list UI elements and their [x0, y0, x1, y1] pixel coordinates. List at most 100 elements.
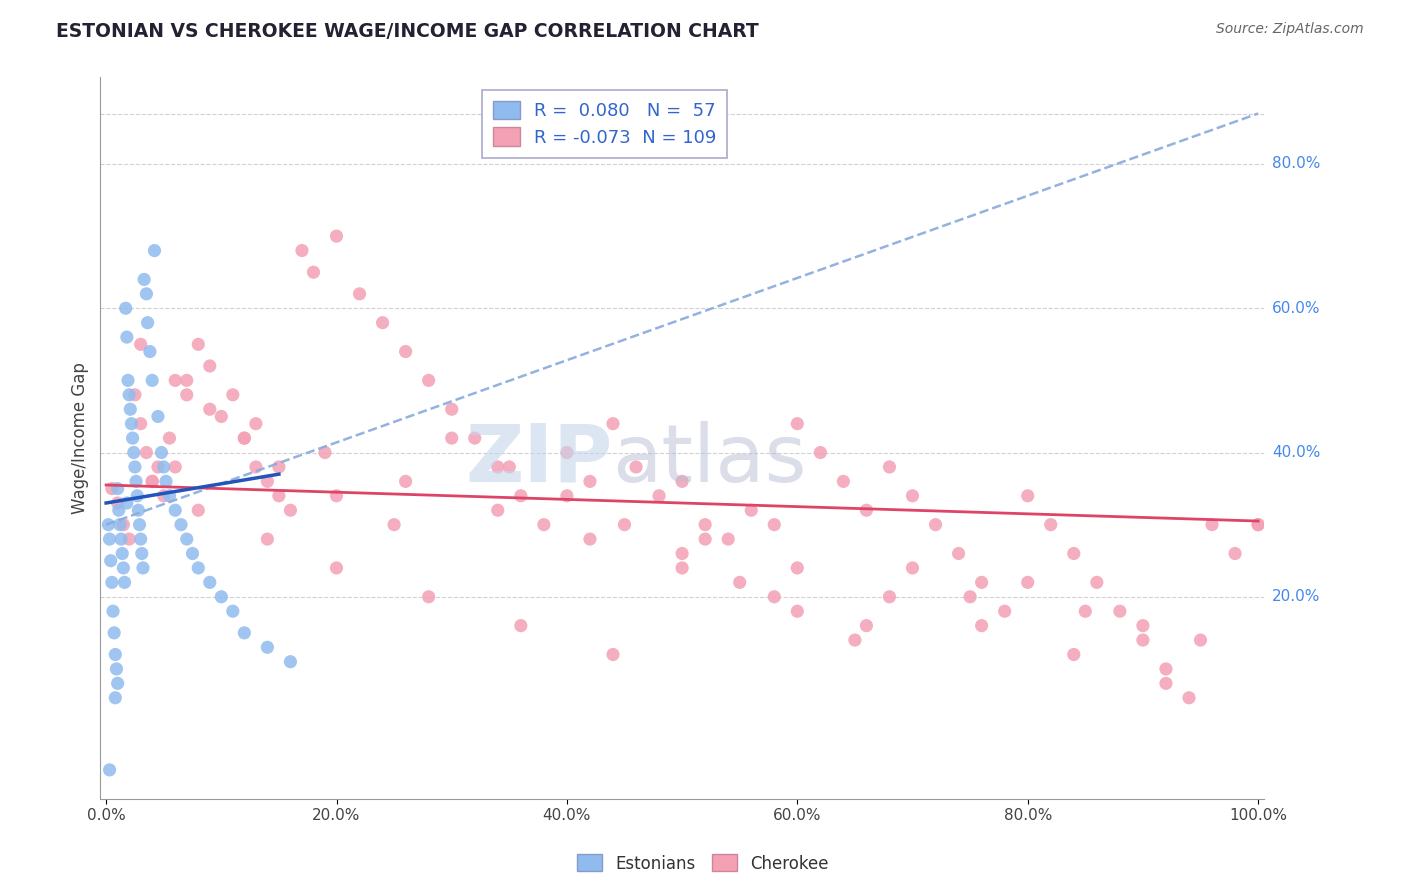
- Point: [280, 655, 302, 669]
- Point: [855, 618, 877, 632]
- Point: [127, 503, 149, 517]
- Point: [110, 532, 132, 546]
- Point: [648, 489, 671, 503]
- Point: [134, 272, 156, 286]
- Point: [118, 532, 141, 546]
- Point: [127, 489, 149, 503]
- Point: [267, 459, 290, 474]
- Point: [509, 489, 531, 503]
- Point: [135, 445, 157, 459]
- Point: [122, 445, 145, 459]
- Point: [111, 547, 134, 561]
- Point: [325, 561, 347, 575]
- Point: [256, 640, 278, 655]
- Point: [176, 388, 198, 402]
- Point: [555, 489, 578, 503]
- Point: [879, 590, 901, 604]
- Point: [100, 554, 122, 568]
- Point: [901, 561, 924, 575]
- Point: [198, 575, 221, 590]
- Point: [120, 402, 142, 417]
- Point: [141, 373, 163, 387]
- Point: [187, 503, 209, 517]
- Point: [1223, 547, 1246, 561]
- Point: [602, 417, 624, 431]
- Point: [146, 459, 169, 474]
- Point: [108, 517, 131, 532]
- Point: [371, 316, 394, 330]
- Point: [763, 517, 786, 532]
- Point: [98, 763, 121, 777]
- Point: [114, 301, 136, 316]
- Point: [844, 633, 866, 648]
- Point: [959, 590, 981, 604]
- Point: [176, 532, 198, 546]
- Point: [579, 475, 602, 489]
- Point: [139, 344, 162, 359]
- Point: [486, 459, 509, 474]
- Point: [124, 388, 146, 402]
- Point: [1247, 517, 1270, 532]
- Point: [786, 417, 808, 431]
- Point: [1132, 618, 1154, 632]
- Text: ZIP: ZIP: [465, 421, 612, 499]
- Point: [394, 344, 416, 359]
- Point: [129, 417, 152, 431]
- Point: [245, 459, 267, 474]
- Point: [786, 561, 808, 575]
- Point: [555, 445, 578, 459]
- Point: [786, 604, 808, 618]
- Point: [143, 244, 166, 258]
- Point: [97, 517, 120, 532]
- Point: [879, 459, 901, 474]
- Point: [103, 625, 125, 640]
- Point: [671, 475, 693, 489]
- Point: [394, 475, 416, 489]
- Point: [695, 532, 717, 546]
- Point: [671, 561, 693, 575]
- Point: [107, 503, 129, 517]
- Point: [181, 547, 204, 561]
- Point: [120, 417, 142, 431]
- Point: [314, 445, 336, 459]
- Point: [101, 604, 124, 618]
- Point: [267, 489, 290, 503]
- Point: [994, 604, 1017, 618]
- Point: [498, 459, 520, 474]
- Point: [112, 517, 135, 532]
- Point: [159, 431, 181, 445]
- Point: [209, 590, 232, 604]
- Point: [1085, 575, 1108, 590]
- Point: [602, 648, 624, 662]
- Point: [533, 517, 555, 532]
- Point: [233, 431, 256, 445]
- Point: [948, 547, 970, 561]
- Text: 60.0%: 60.0%: [1272, 301, 1320, 316]
- Text: atlas: atlas: [612, 421, 807, 499]
- Point: [1189, 633, 1212, 648]
- Point: [256, 475, 278, 489]
- Text: ESTONIAN VS CHEROKEE WAGE/INCOME GAP CORRELATION CHART: ESTONIAN VS CHEROKEE WAGE/INCOME GAP COR…: [56, 22, 759, 41]
- Point: [187, 561, 209, 575]
- Point: [141, 475, 163, 489]
- Point: [509, 618, 531, 632]
- Point: [146, 409, 169, 424]
- Point: [107, 496, 129, 510]
- Point: [135, 286, 157, 301]
- Point: [105, 662, 128, 676]
- Text: Source: ZipAtlas.com: Source: ZipAtlas.com: [1216, 22, 1364, 37]
- Point: [155, 475, 177, 489]
- Point: [104, 648, 127, 662]
- Point: [136, 316, 159, 330]
- Point: [440, 402, 463, 417]
- Point: [728, 575, 751, 590]
- Point: [107, 676, 129, 690]
- Legend: R =  0.080   N =  57, R = -0.073  N = 109: R = 0.080 N = 57, R = -0.073 N = 109: [482, 90, 727, 158]
- Legend: Estonians, Cherokee: Estonians, Cherokee: [571, 847, 835, 880]
- Point: [165, 373, 187, 387]
- Point: [1063, 547, 1085, 561]
- Point: [131, 547, 153, 561]
- Point: [1039, 517, 1062, 532]
- Point: [970, 575, 993, 590]
- Point: [1017, 575, 1039, 590]
